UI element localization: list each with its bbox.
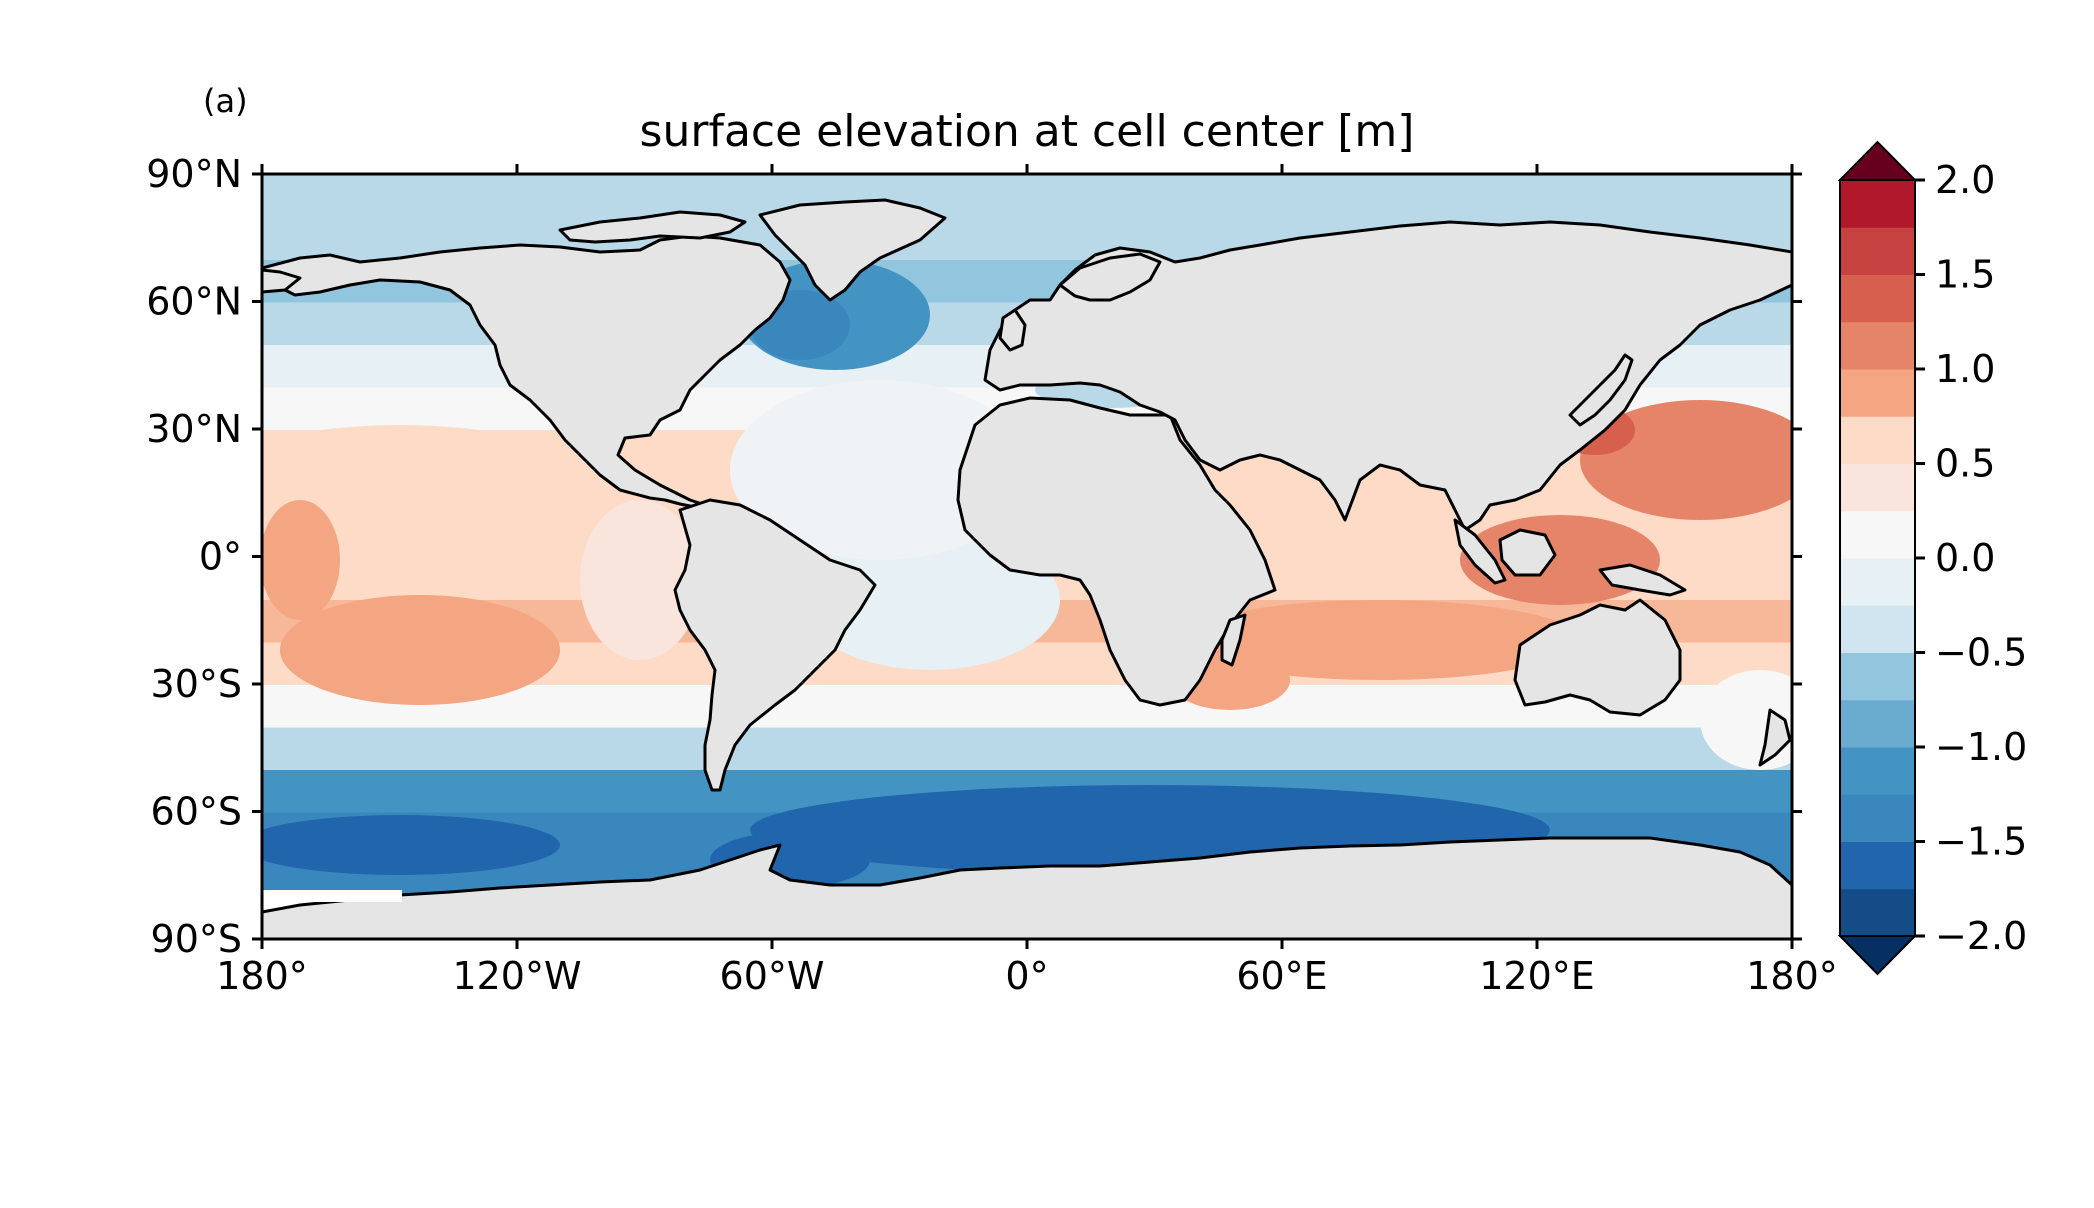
colorbar-segment <box>1840 227 1915 275</box>
x-axis: 180° 120°W 60°W 0° 60°E 120°E 180° <box>216 164 1838 998</box>
colorbar-segment <box>1840 180 1915 228</box>
colorbar-tick-label: 2.0 <box>1935 158 1995 202</box>
ice-shelf-edge <box>262 890 402 902</box>
colorbar-extend-min <box>1837 935 1918 976</box>
ocean-band <box>262 174 1792 218</box>
x-tick-label: 0° <box>1005 954 1048 998</box>
y-tick-label: 90°S <box>151 917 242 961</box>
x-tick-label: 60°E <box>1236 954 1327 998</box>
colorbar-segment <box>1840 510 1915 559</box>
colorbar-segment <box>1840 274 1915 323</box>
colorbar-tick-label: −1.0 <box>1935 725 2027 769</box>
colorbar-segment <box>1840 416 1915 464</box>
land-japan <box>1568 353 1634 427</box>
colorbar-tick-label: 0.0 <box>1935 536 1995 580</box>
map-area <box>262 174 1792 939</box>
colorbar-segment <box>1840 463 1915 512</box>
land-canadian-archipelago <box>558 210 747 244</box>
land-south-america <box>673 498 877 792</box>
land-alaska-peninsula <box>262 268 302 294</box>
colorbar-tick-label: 0.5 <box>1935 442 1995 486</box>
colorbar-extend-max <box>1837 140 1918 181</box>
colorbar-segment <box>1840 321 1915 370</box>
x-tick-label: 180° <box>216 954 308 998</box>
y-tick-label: 90°N <box>146 152 242 196</box>
atlantic-mid-low <box>730 380 1030 560</box>
colorbar-segment <box>1840 369 1915 417</box>
y-tick-label: 60°N <box>146 280 242 324</box>
colorbar-segment <box>1840 794 1915 842</box>
land-borneo <box>1498 528 1557 577</box>
map-title: surface elevation at cell center [m] <box>640 106 1415 157</box>
colorbar: 2.0 1.5 1.0 0.5 0.0 −0.5 −1.0 −1.5 −2.0 <box>1837 140 2027 976</box>
y-axis: 90°N 60°N 30°N 0° 30°S 60°S 90°S <box>146 152 1802 961</box>
y-tick-label: 30°S <box>151 662 242 706</box>
colorbar-segment <box>1840 888 1915 937</box>
land-africa <box>956 396 1277 707</box>
land-scandinavia <box>1058 252 1162 302</box>
land-antarctica <box>262 836 1792 939</box>
colorbar-tick-label: 1.0 <box>1935 347 1995 391</box>
colorbar-tick-label: −1.5 <box>1935 820 2027 864</box>
y-tick-label: 0° <box>199 535 242 579</box>
x-tick-label: 120°E <box>1479 954 1595 998</box>
north-pacific-high <box>262 425 570 515</box>
colorbar-segment <box>1840 699 1915 748</box>
land-new-zealand <box>1758 708 1792 767</box>
land-british-isles <box>998 308 1027 352</box>
colorbar-tick-label: 1.5 <box>1935 253 1995 297</box>
x-tick-label: 180° <box>1746 954 1838 998</box>
y-tick-label: 30°N <box>146 407 242 451</box>
west-antarctic-low <box>262 815 560 875</box>
colorbar-tick-label: −2.0 <box>1935 914 2027 958</box>
ocean-band <box>262 726 1792 770</box>
colorbar-segment <box>1840 605 1915 653</box>
land-new-guinea <box>1598 563 1687 597</box>
land-madagascar <box>1220 613 1247 667</box>
y-tick-label: 60°S <box>151 790 242 834</box>
colorbar-segment <box>1840 841 1915 890</box>
central-pacific-high <box>262 500 340 620</box>
colorbar-tick-label: −0.5 <box>1935 631 2027 675</box>
eq-atlantic-low <box>800 530 1060 670</box>
colorbar-segment <box>1840 747 1915 795</box>
x-tick-label: 60°W <box>720 954 825 998</box>
ocean-anomaly-patches <box>262 247 1792 888</box>
south-pacific-high <box>280 595 560 705</box>
land-australia <box>1513 598 1682 717</box>
land-masses <box>262 198 1792 939</box>
land-sumatra <box>1453 518 1507 585</box>
x-tick-label: 120°W <box>452 954 581 998</box>
east-pacific-neutral <box>580 500 700 660</box>
colorbar-segment <box>1840 652 1915 701</box>
land-greenland <box>758 198 947 302</box>
colorbar-segment <box>1840 558 1915 606</box>
panel-label: (a) <box>203 82 248 120</box>
land-eurasia <box>983 220 1792 532</box>
land-north-america <box>262 234 792 517</box>
indian-ocean-high <box>1180 600 1580 680</box>
